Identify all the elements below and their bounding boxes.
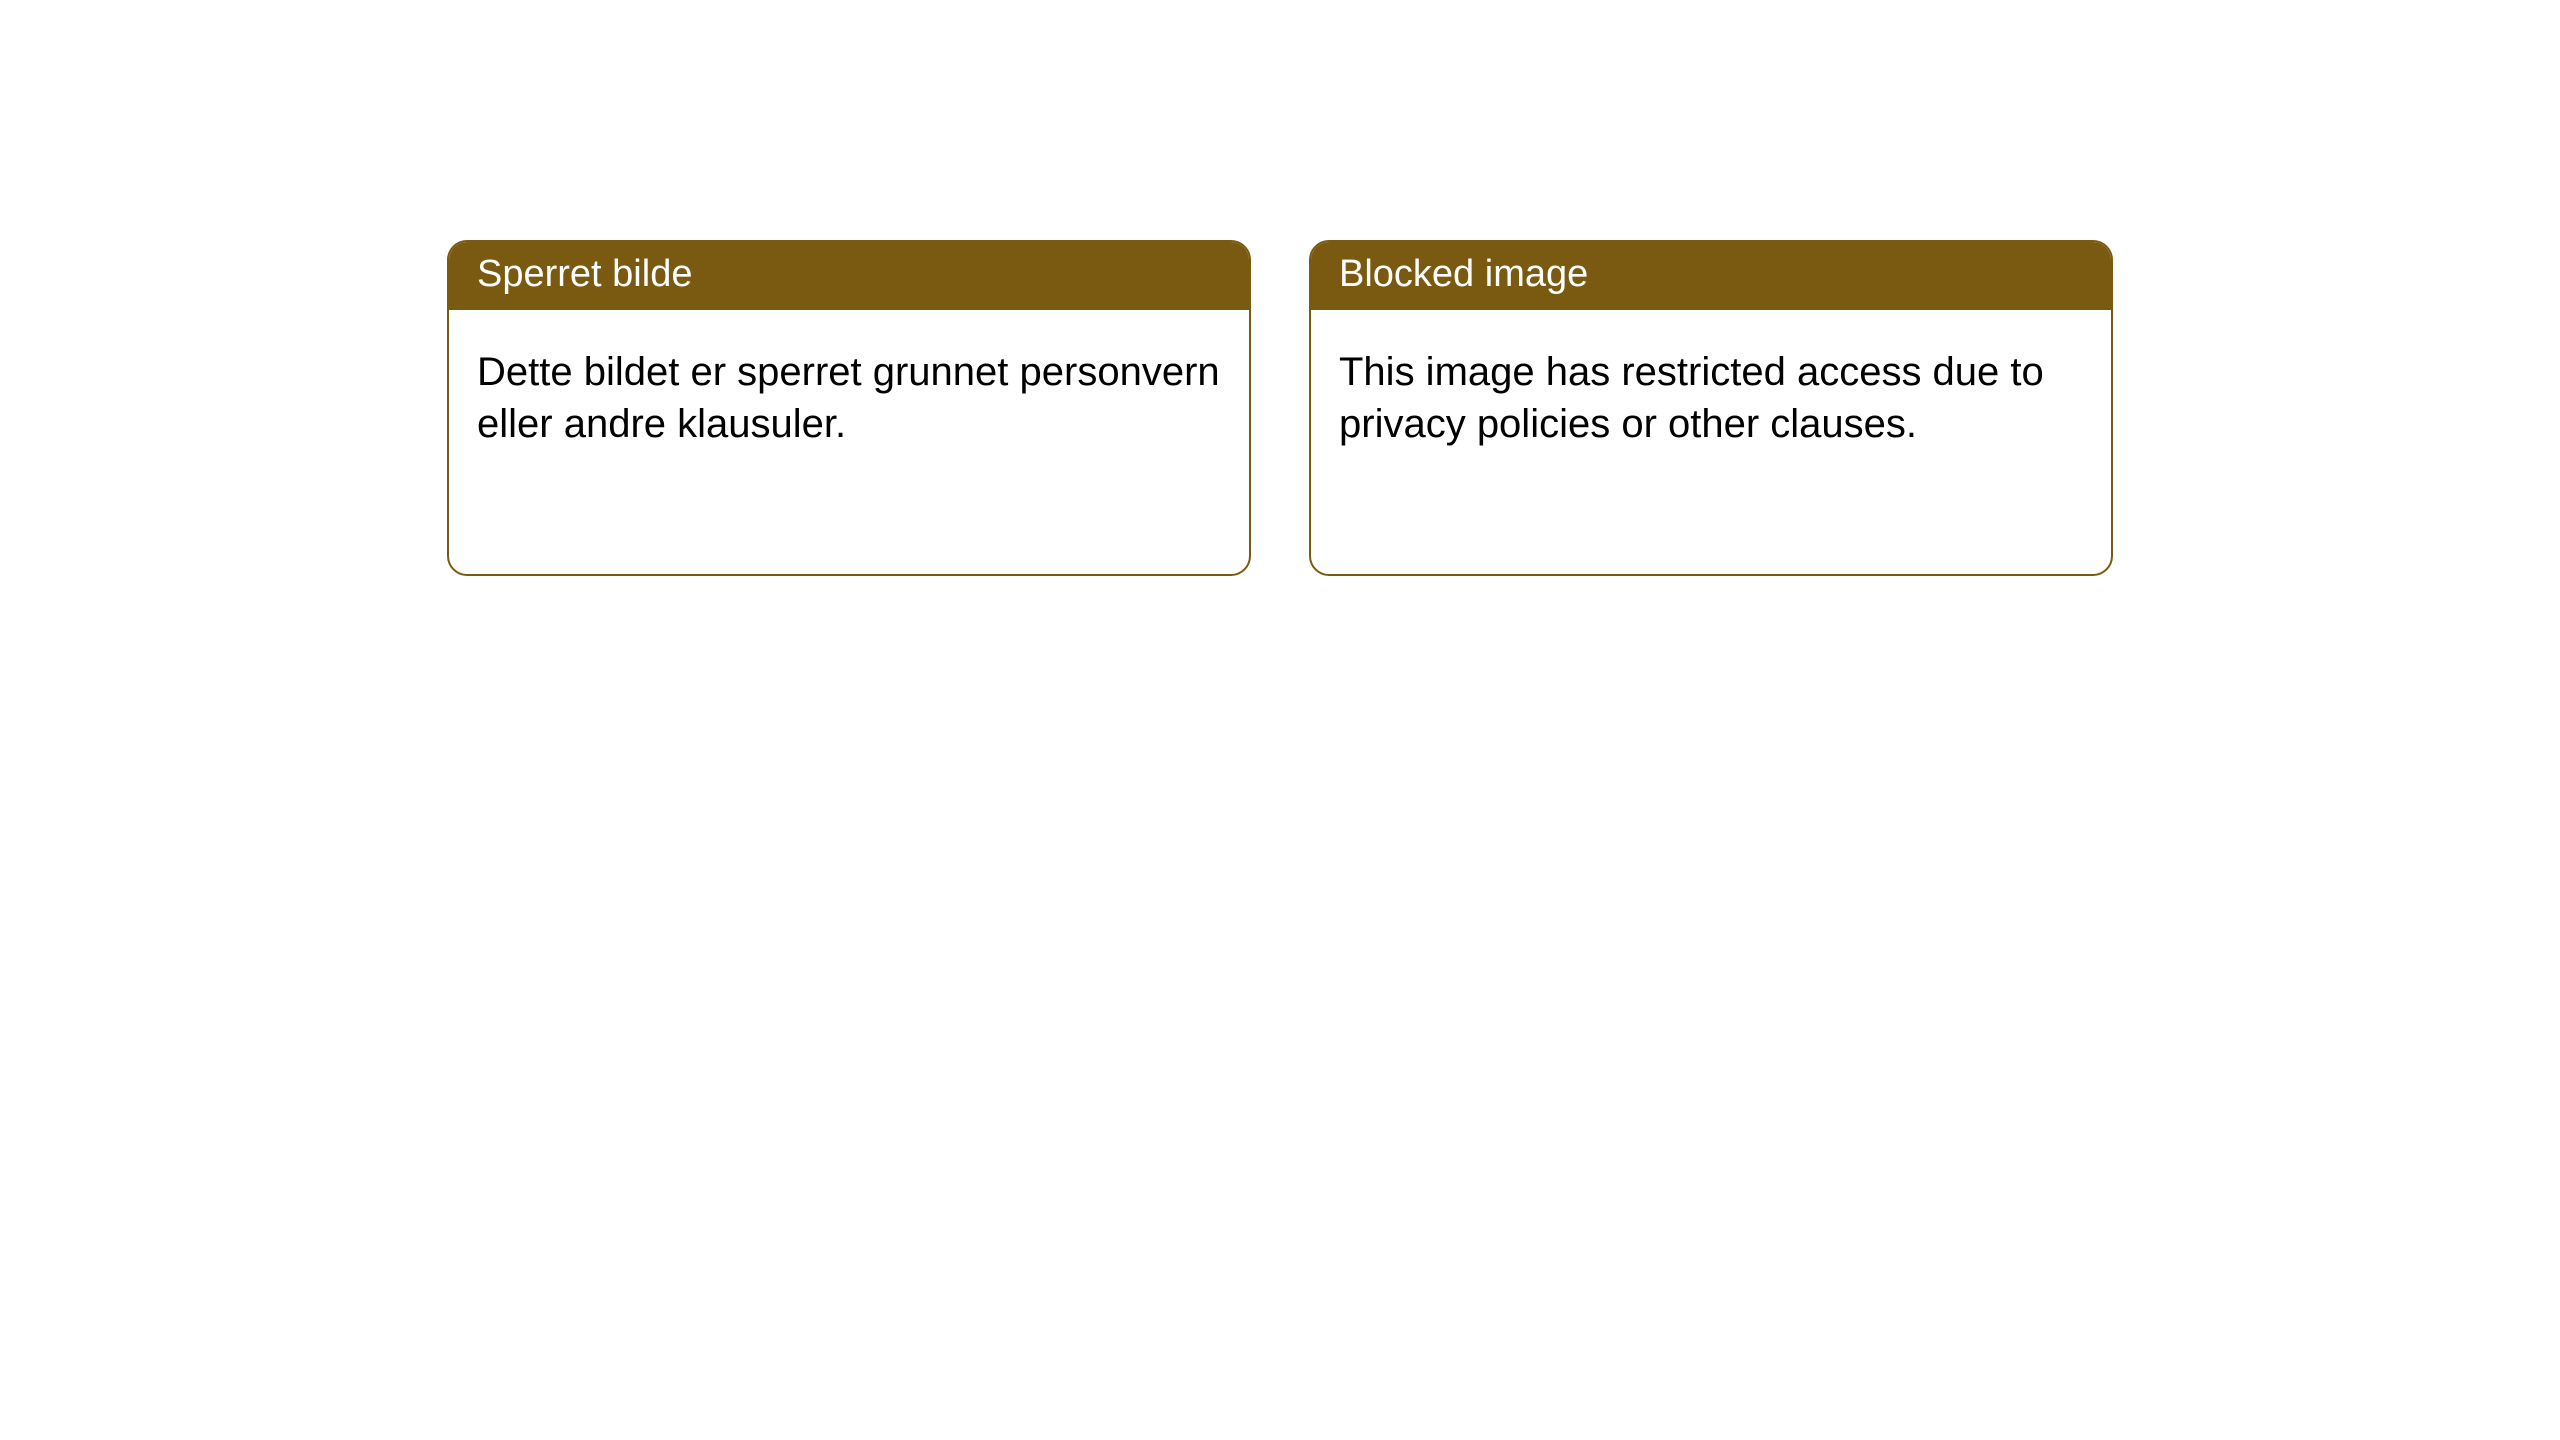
card-english-body: This image has restricted access due to … [1311,310,2111,478]
card-english-title: Blocked image [1339,253,1588,295]
card-english: Blocked image This image has restricted … [1309,240,2113,576]
card-norwegian-title: Sperret bilde [477,253,692,295]
card-norwegian: Sperret bilde Dette bildet er sperret gr… [447,240,1251,576]
message-cards-container: Sperret bilde Dette bildet er sperret gr… [447,240,2113,1440]
card-english-message: This image has restricted access due to … [1339,350,2044,446]
card-norwegian-message: Dette bildet er sperret grunnet personve… [477,350,1220,446]
card-norwegian-body: Dette bildet er sperret grunnet personve… [449,310,1249,478]
card-norwegian-header: Sperret bilde [449,242,1249,310]
card-english-header: Blocked image [1311,242,2111,310]
